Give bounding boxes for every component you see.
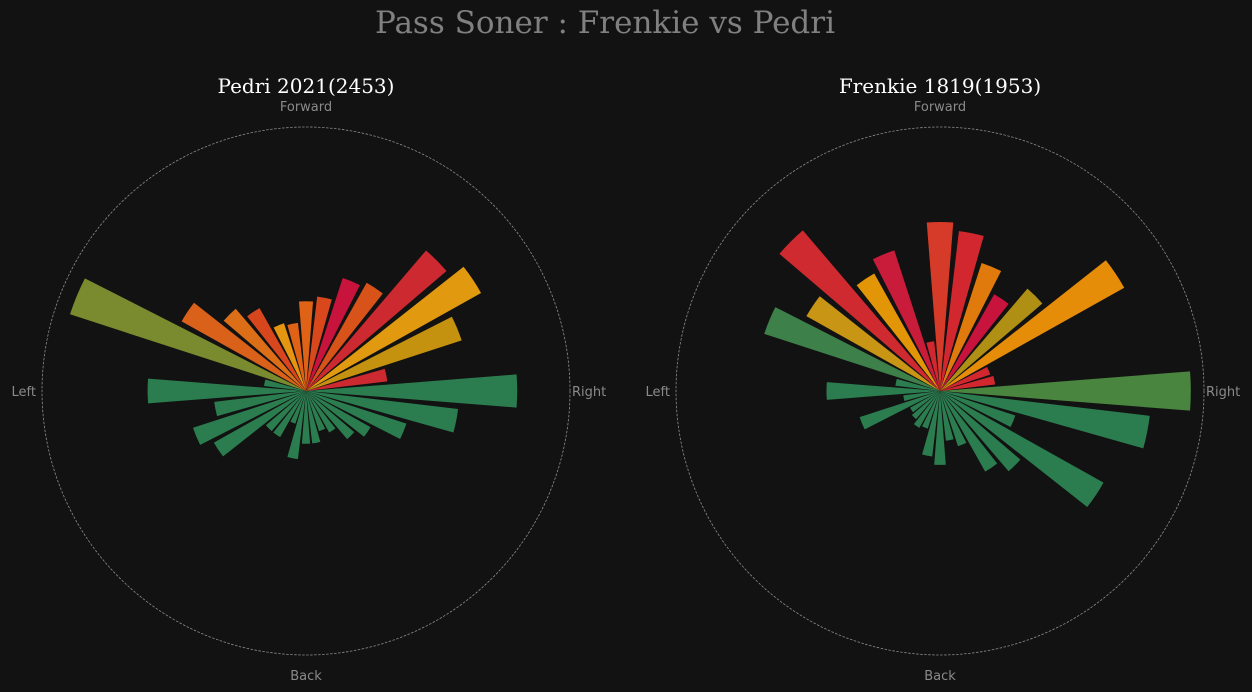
sonar-bar (940, 391, 1104, 508)
pass-sonar-right: Frenkie 1819(1953) Forward Right Back Le… (646, 74, 1241, 684)
sonar-bar (306, 266, 482, 391)
label-right-left: Right (572, 385, 606, 400)
sonar-bar (306, 278, 360, 391)
sonar-bar (147, 378, 306, 404)
sonar-bar (306, 391, 355, 440)
label-left-left: Left (12, 385, 36, 400)
bars-right (764, 222, 1191, 508)
sonar-bar (306, 391, 371, 437)
sonar-bar (287, 322, 306, 391)
sonar-bar (223, 308, 306, 391)
sonar-bar (213, 391, 306, 457)
sonar-bar (306, 368, 388, 391)
sonar-bar (273, 323, 306, 391)
sonar-bar (922, 391, 940, 457)
sonar-bar (940, 391, 1150, 449)
pass-sonar-left: Pedri 2021(2453) Forward Right Back Left (12, 74, 607, 684)
sonar-bar (895, 378, 940, 391)
sonar-bar (913, 391, 940, 428)
sonar-bar (306, 391, 336, 433)
sonar-bar (301, 391, 311, 444)
sonar-bar (940, 294, 1009, 391)
label-back-right: Back (924, 669, 956, 684)
bars-left (69, 250, 518, 460)
sonar-bar (934, 391, 946, 465)
sonar-bar (306, 296, 332, 391)
sonar-bar (856, 273, 940, 391)
sonar-bar (859, 391, 940, 430)
sonar-bar (940, 391, 998, 472)
label-forward-left: Forward (280, 100, 332, 115)
sonar-bar (940, 391, 967, 447)
sonar-bar (872, 250, 940, 391)
sonar-bar (764, 307, 940, 391)
sonar-bar (306, 391, 321, 444)
sonar-bar (940, 367, 991, 391)
label-forward-right: Forward (914, 100, 966, 115)
sonar-bar (181, 302, 306, 391)
sonar-bar (290, 391, 306, 424)
sonar-bar (910, 391, 940, 413)
sonar-bar (940, 262, 1002, 391)
sonar-bar (214, 391, 306, 417)
sonar-bar (926, 341, 940, 391)
sonar-bar (940, 391, 1016, 427)
figure-title: Pass Soner : Frenkie vs Pedri (375, 5, 835, 41)
sonar-bar (193, 391, 306, 445)
sonar-bar (806, 296, 940, 391)
label-left-right: Left (646, 385, 670, 400)
sonar-bar (940, 288, 1043, 391)
sonar-bar (306, 391, 407, 439)
sonar-bar (265, 391, 306, 432)
sonar-bar (247, 308, 306, 391)
chart-title-right: Frenkie 1819(1953) (839, 74, 1041, 98)
sonar-bar (287, 391, 306, 460)
sonar-bar (940, 231, 984, 391)
sonar-bar (940, 375, 996, 391)
label-back-left: Back (290, 669, 322, 684)
sonar-bar (306, 316, 462, 391)
sonar-bar (306, 282, 383, 391)
sonar-bar (940, 391, 1021, 472)
sonar-bar (779, 230, 940, 391)
label-right-right: Right (1206, 385, 1240, 400)
sonar-bar (940, 391, 954, 441)
sonar-bar (903, 391, 940, 402)
sonar-bar (298, 301, 314, 391)
sonar-bar (306, 391, 459, 433)
sonar-bar (306, 250, 447, 391)
sonar-bar (306, 374, 518, 408)
sonar-bar (911, 391, 940, 420)
outer-ring-left (41, 126, 571, 656)
sonar-bar (922, 391, 940, 429)
sonar-bar (826, 382, 940, 400)
chart-title-left: Pedri 2021(2453) (218, 74, 395, 98)
sonar-bar (306, 391, 326, 432)
sonar-bar (69, 278, 307, 391)
sonar-bar (940, 371, 1191, 411)
sonar-bar (940, 260, 1125, 391)
outer-ring-right (675, 126, 1205, 656)
sonar-bar (273, 391, 306, 438)
sonar-bar (926, 222, 954, 391)
sonar-bar (264, 379, 306, 391)
